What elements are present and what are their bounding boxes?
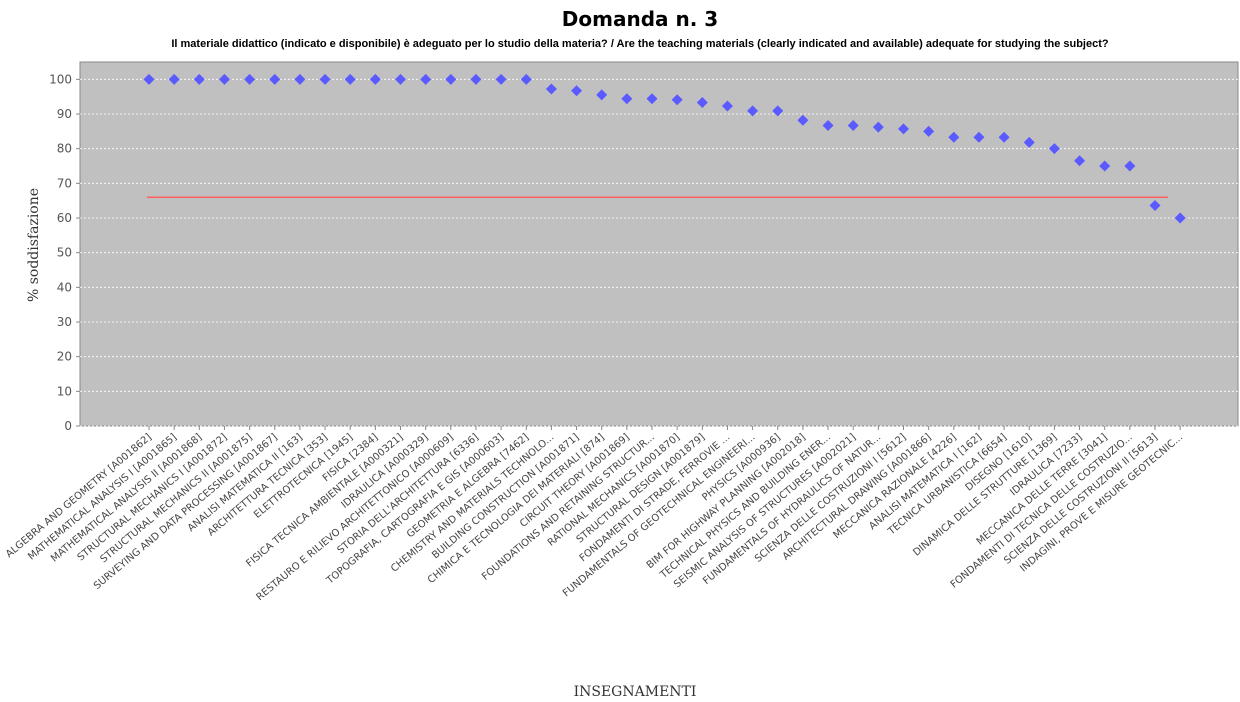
data-point [998, 131, 1010, 143]
data-point [948, 131, 960, 143]
y-axis-label: % soddisfazione [26, 188, 42, 302]
data-point [1124, 160, 1136, 172]
data-point [721, 100, 733, 112]
y-axis-ticks: 0 10 20 30 40 50 60 70 80 90 100 [49, 72, 80, 433]
y-tick-label: 60 [57, 211, 72, 225]
y-tick-label: 40 [57, 280, 72, 294]
data-point [369, 73, 381, 85]
chart-title: Domanda n. 3 [562, 7, 718, 31]
data-point [822, 119, 834, 131]
data-point [772, 105, 784, 117]
plot-area [79, 61, 1239, 427]
y-tick-label: 80 [57, 142, 72, 156]
data-point [143, 73, 155, 85]
data-point [420, 73, 432, 85]
data-point [898, 123, 909, 135]
data-point [1074, 155, 1086, 167]
data-point [269, 73, 281, 85]
y-tick-label: 20 [57, 350, 72, 364]
y-tick-label: 100 [49, 72, 72, 86]
x-axis-ticks: ALGEBRA AND GEOMETRY [A001862]MATHEMATIC… [4, 426, 1185, 603]
data-point [294, 73, 306, 85]
data-point [1023, 136, 1035, 148]
data-point [193, 73, 205, 85]
y-tick-label: 30 [57, 315, 72, 329]
y-tick-label: 10 [57, 384, 72, 398]
y-tick-label: 50 [57, 246, 72, 260]
data-point [495, 73, 507, 85]
chart-subtitle: Il materiale didattico (indicato e dispo… [171, 38, 1109, 50]
data-point [571, 85, 583, 97]
data-point [646, 93, 658, 105]
data-point [671, 94, 683, 106]
data-point [596, 89, 608, 101]
data-point [872, 121, 884, 133]
data-point [1099, 160, 1111, 172]
data-point [520, 73, 532, 85]
data-point [344, 73, 356, 85]
y-tick-label: 70 [57, 176, 72, 190]
data-point [395, 73, 406, 85]
gridlines [80, 78, 1238, 427]
data-point [1048, 143, 1060, 155]
y-tick-label: 90 [57, 107, 72, 121]
data-point [168, 73, 180, 85]
data-point [747, 105, 759, 117]
data-point [696, 97, 708, 109]
data-point [1149, 200, 1161, 212]
data-point [319, 73, 331, 85]
data-point [218, 73, 230, 85]
data-point [545, 83, 557, 95]
data-point [1174, 212, 1186, 224]
data-point [847, 119, 859, 131]
data-points [143, 73, 1186, 224]
y-tick-label: 0 [64, 419, 72, 433]
data-point [621, 93, 633, 105]
data-point [797, 114, 809, 126]
data-point [923, 125, 935, 137]
x-axis-label: INSEGNAMENTI [574, 684, 697, 700]
data-point [470, 73, 482, 85]
data-point [445, 73, 457, 85]
data-point [244, 73, 256, 85]
data-point [973, 131, 985, 143]
